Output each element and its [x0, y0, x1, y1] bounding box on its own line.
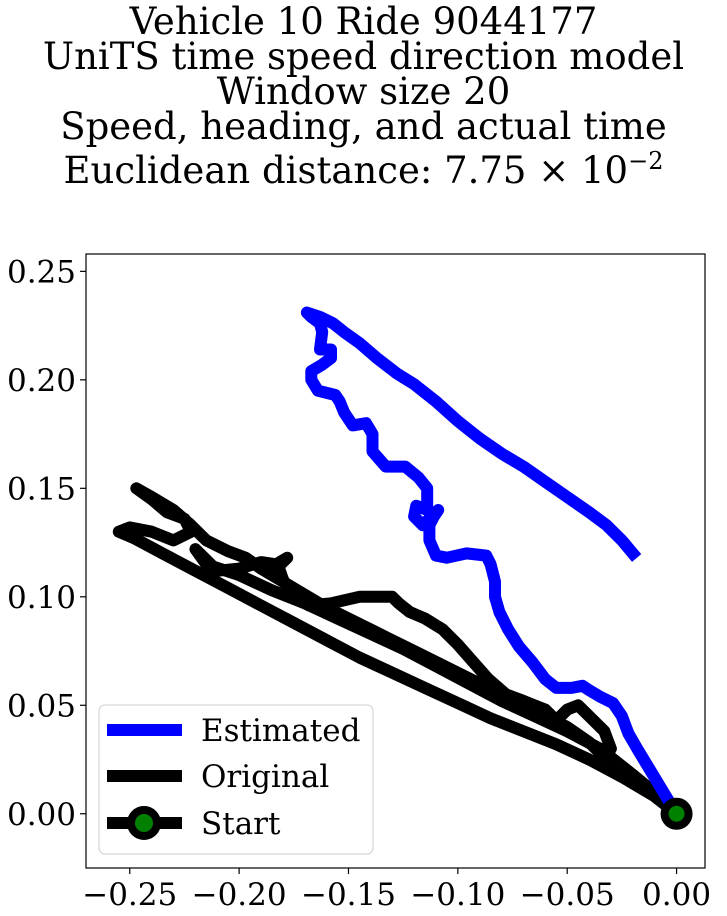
- x-tick-label: −0.25: [82, 877, 177, 913]
- series-layer: [112, 306, 693, 830]
- legend-start-marker: [127, 806, 161, 840]
- legend-start-label: Start: [201, 806, 281, 842]
- y-tick-label: 0.20: [7, 363, 76, 399]
- x-tick-label: −0.10: [410, 877, 505, 913]
- title-exponent: −2: [628, 147, 664, 175]
- x-tick-label: −0.20: [192, 877, 287, 913]
- x-tick-label: 0.00: [642, 877, 711, 913]
- title-line-1: Vehicle 10 Ride 9044177: [129, 0, 598, 43]
- series-line-estimated: [300, 306, 685, 823]
- series-line-original: [112, 482, 686, 823]
- y-tick-label: 0.15: [7, 471, 76, 507]
- legend: Estimated Original Start: [98, 704, 374, 855]
- x-tick-label: −0.05: [520, 877, 615, 913]
- start-marker: [660, 797, 693, 830]
- x-tick-label: −0.15: [301, 877, 396, 913]
- x-axis: −0.25 −0.20 −0.15 −0.10 −0.05 0.00: [82, 868, 711, 913]
- plot-frame: [85, 253, 706, 869]
- legend-original-label: Original: [201, 759, 329, 795]
- title-line-3: Window size 20: [216, 70, 511, 113]
- y-tick-label: 0.05: [7, 688, 76, 724]
- title-line-5-text: Euclidean distance: 7.75 × 10: [63, 149, 629, 192]
- title-line-2: UniTS time speed direction model: [42, 35, 685, 78]
- legend-estimated-label: Estimated: [201, 713, 360, 749]
- title-line-5: Euclidean distance: 7.75 × 10−2: [0, 144, 727, 189]
- y-tick-label: 0.25: [7, 254, 76, 290]
- chart-title: Vehicle 10 Ride 9044177 UniTS time speed…: [0, 0, 727, 189]
- title-line-4: Speed, heading, and actual time: [60, 105, 667, 148]
- y-tick-label: 0.00: [7, 797, 76, 833]
- y-axis: 0.00 0.05 0.10 0.15 0.20 0.25: [7, 254, 86, 833]
- y-tick-label: 0.10: [7, 580, 76, 616]
- legend-box: [98, 704, 374, 855]
